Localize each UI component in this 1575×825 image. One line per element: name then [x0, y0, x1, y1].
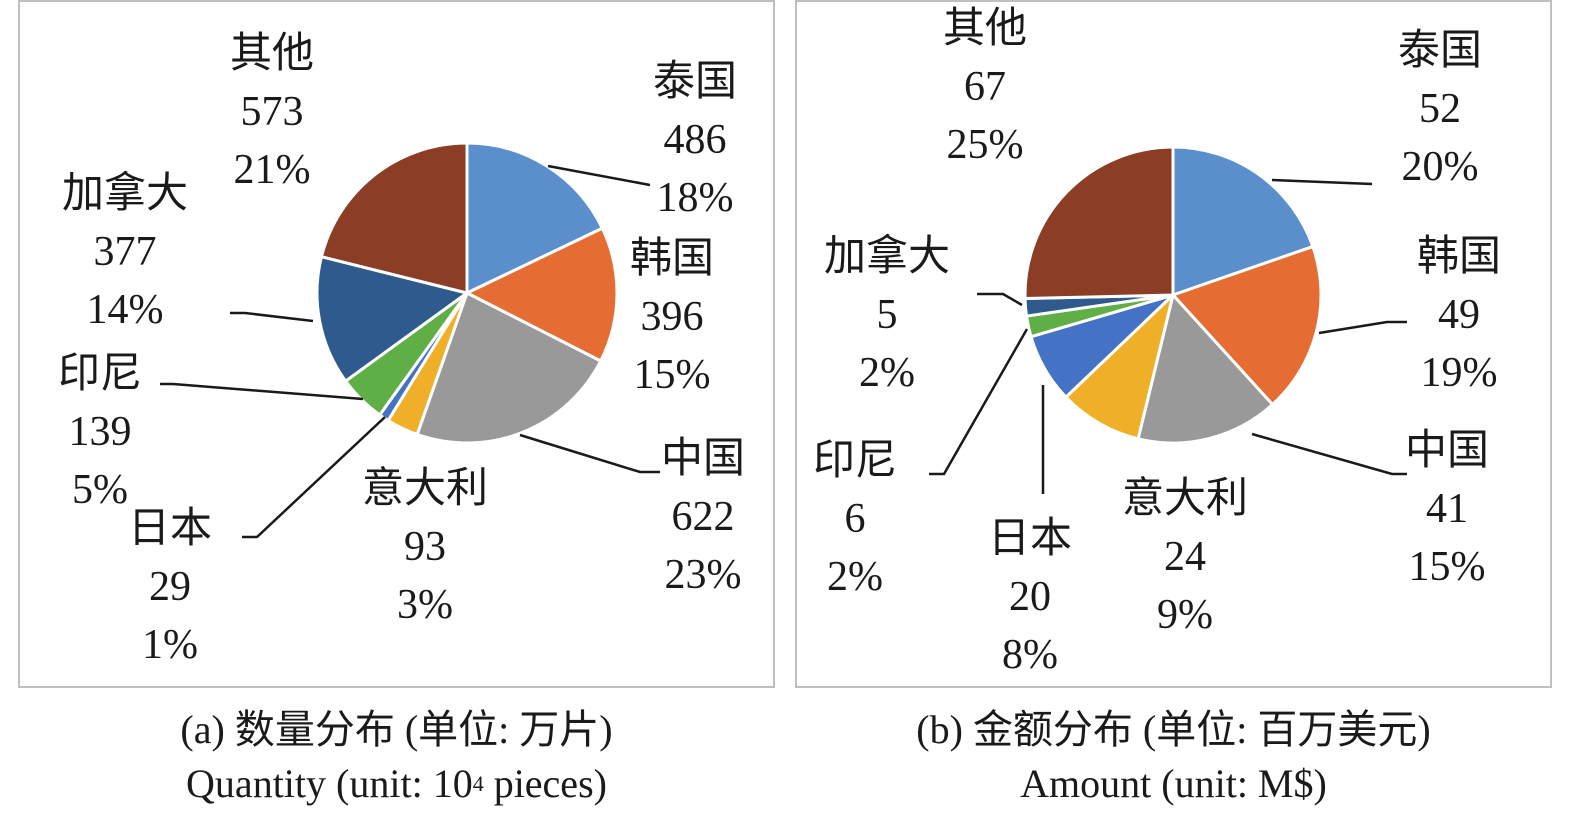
slice-percent-label: 1%	[142, 622, 198, 668]
slice-value-label: 396	[641, 294, 704, 340]
slice-name-label: 日本	[128, 506, 212, 552]
caption-amount-en: Amount (unit: M$)	[1020, 761, 1327, 806]
data-label: 意大利 93 3%	[362, 465, 488, 628]
pie-slice	[319, 141, 469, 295]
slice-value-label: 622	[672, 494, 735, 540]
pie-chart-amount: 泰国 52 20% 韩国 49 19% 中国 41 15% 意大利 24 9% 日本 20 8% 印尼 6 2% 加…	[795, 0, 1552, 688]
caption-quantity-en-sup: 4	[472, 771, 484, 796]
leader-line	[1271, 178, 1373, 186]
data-label: 加拿大 5 2%	[824, 233, 950, 396]
data-label: 加拿大 377 14%	[62, 170, 188, 333]
pie-slice	[315, 255, 469, 383]
pie-slice	[415, 291, 603, 445]
data-label: 意大利 24 9%	[1122, 475, 1248, 638]
leader-line	[519, 433, 660, 474]
data-label: 泰国 486 18%	[653, 59, 737, 221]
pie-slice	[1023, 145, 1175, 301]
slice-name-label: 意大利	[362, 465, 488, 512]
slice-value-label: 49	[1438, 292, 1480, 338]
pie-slice	[465, 226, 619, 363]
slice-percent-label: 5%	[72, 467, 128, 513]
caption-quantity-cn: (a) 数量分布 (单位: 万片)	[180, 707, 613, 752]
leader-line	[1318, 320, 1407, 335]
slice-name-label: 其他	[230, 31, 314, 77]
slice-value-label: 20	[1009, 574, 1051, 620]
pie-slices	[1023, 145, 1323, 445]
leader-line	[230, 311, 314, 323]
data-label: 泰国 52 20%	[1398, 28, 1482, 190]
slice-name-label: 其他	[943, 6, 1027, 52]
data-label: 日本 29 1%	[128, 506, 212, 668]
pie-chart-quantity-svg: 泰国 486 18% 韩国 396 15% 中国 622 23% 意大利 93 3% 日本 29 1% 印尼 1…	[58, 31, 745, 668]
pie-slice	[1171, 245, 1323, 407]
slice-name-label: 韩国	[630, 236, 714, 282]
data-label: 其他 573 21%	[230, 31, 314, 193]
slice-name-label: 泰国	[1398, 28, 1482, 74]
slice-value-label: 5	[877, 292, 898, 338]
leader-line	[242, 416, 386, 539]
data-label: 中国 41 15%	[1405, 428, 1489, 590]
leader-line	[929, 328, 1029, 476]
slice-name-label: 意大利	[1122, 475, 1248, 522]
pie-slice	[1064, 293, 1175, 441]
data-label: 日本 20 8%	[988, 516, 1072, 678]
slice-percent-label: 20%	[1402, 144, 1479, 190]
slice-value-label: 52	[1419, 86, 1461, 132]
slice-percent-label: 15%	[634, 352, 711, 398]
slice-percent-label: 9%	[1157, 592, 1213, 638]
slice-percent-label: 18%	[657, 175, 734, 221]
slice-name-label: 日本	[988, 516, 1072, 562]
slice-name-label: 印尼	[813, 438, 897, 484]
slice-name-label: 中国	[661, 436, 745, 482]
data-label: 中国 622 23%	[661, 436, 745, 598]
slice-value-label: 6	[845, 496, 866, 542]
slice-value-label: 29	[149, 564, 191, 610]
slice-value-label: 377	[94, 229, 157, 275]
pie-slice	[465, 141, 604, 295]
leader-line	[977, 292, 1023, 307]
pie-slice	[1136, 293, 1275, 445]
slice-name-label: 印尼	[58, 351, 142, 397]
slice-percent-label: 19%	[1421, 350, 1498, 396]
slice-percent-label: 23%	[665, 552, 742, 598]
leader-line	[1251, 432, 1407, 476]
slice-percent-label: 3%	[397, 582, 453, 628]
slice-percent-label: 21%	[234, 147, 311, 193]
data-label: 韩国 396 15%	[630, 236, 714, 398]
caption-amount-cn: (b) 金额分布 (单位: 百万美元)	[916, 707, 1431, 752]
slice-name-label: 加拿大	[62, 170, 188, 217]
slice-name-label: 加拿大	[824, 233, 950, 280]
slice-percent-label: 2%	[827, 554, 883, 600]
slice-value-label: 67	[964, 64, 1006, 110]
slice-percent-label: 14%	[87, 287, 164, 333]
data-label: 印尼 6 2%	[813, 438, 897, 600]
slice-percent-label: 8%	[1002, 632, 1058, 678]
pie-slices	[315, 141, 619, 445]
data-label: 其他 67 25%	[943, 6, 1027, 168]
leader-line	[160, 382, 364, 401]
slice-name-label: 韩国	[1417, 234, 1501, 280]
slice-value-label: 93	[404, 524, 446, 570]
leader-line	[547, 164, 651, 187]
slice-value-label: 41	[1426, 486, 1468, 532]
slice-value-label: 573	[241, 89, 304, 135]
slice-name-label: 中国	[1405, 428, 1489, 474]
slice-percent-label: 25%	[947, 122, 1024, 168]
pie-chart-amount-svg: 泰国5220%韩国4919%中国4115%意大利249%日本208%印尼62%加…	[813, 6, 1501, 678]
slice-percent-label: 15%	[1409, 544, 1486, 590]
pie-chart-quantity: 泰国 486 18% 韩国 396 15% 中国 622 23% 意大利 93 3% 日本 29 1% 印尼 1…	[18, 0, 775, 688]
caption-quantity-en-suffix: pieces)	[483, 761, 607, 806]
caption-quantity-en: Quantity (unit: 104 pieces)	[18, 757, 775, 811]
slice-name-label: 泰国	[653, 59, 737, 105]
slice-percent-label: 2%	[859, 350, 915, 396]
caption-quantity: (a) 数量分布 (单位: 万片) Quantity (unit: 104 pi…	[18, 703, 775, 811]
caption-amount: (b) 金额分布 (单位: 百万美元) Amount (unit: M$)	[795, 703, 1552, 811]
slice-value-label: 139	[69, 409, 132, 455]
slice-value-label: 486	[664, 117, 727, 163]
slice-value-label: 24	[1164, 534, 1206, 580]
data-label: 韩国 49 19%	[1417, 234, 1501, 396]
caption-quantity-en-prefix: Quantity (unit: 10	[186, 761, 473, 806]
data-label: 印尼 139 5%	[58, 351, 142, 513]
